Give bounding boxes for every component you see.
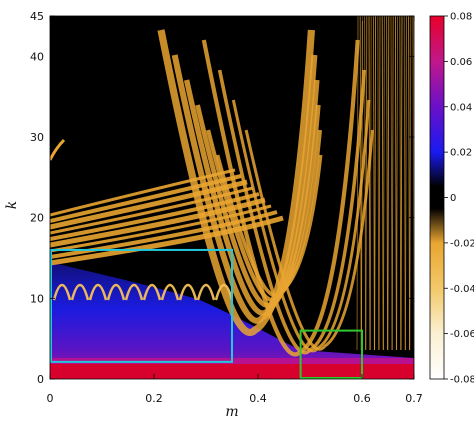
plot-frame	[49, 15, 415, 380]
orange-cusp	[106, 283, 126, 301]
colorbar-ticks: 0.08 0.06 0.04 0.02 0 -0.02 -0.04 -0.06 -0.08	[444, 12, 474, 386]
x-tick-label: 0	[47, 392, 54, 405]
orange-stripe	[396, 16, 399, 351]
orange-cusp	[160, 283, 180, 301]
orange-cusp	[214, 283, 234, 301]
y-axis: 0 10 20 30 40 45	[30, 10, 414, 386]
x-axis-label: m	[225, 404, 238, 420]
orange-stripe	[381, 16, 384, 351]
orange-streak	[50, 174, 242, 223]
orange-stripe	[390, 16, 393, 351]
colorbar-tick-label: 0.08	[450, 12, 472, 23]
orange-stripe	[408, 16, 411, 351]
orange-cusp	[88, 283, 108, 301]
orange-stripe	[378, 16, 381, 351]
orange-arc	[171, 54, 318, 324]
orange-stripe	[359, 16, 362, 351]
colorbar-tick-label: 0.04	[450, 102, 472, 113]
y-tick-label: 40	[30, 50, 44, 63]
colorbar-tick-label: -0.06	[450, 329, 474, 340]
region-box-green	[299, 329, 364, 380]
heatmap-vertical-stripes	[356, 16, 414, 351]
orange-stripe	[404, 16, 407, 351]
orange-stripe	[372, 16, 375, 351]
x-tick-label: 0.2	[145, 392, 163, 405]
orange-stripe	[356, 16, 359, 351]
colorbar-tick-label: 0.06	[450, 57, 472, 68]
x-tick-label: 0.6	[353, 392, 371, 405]
orange-streak	[50, 192, 260, 241]
x-axis: 0 0.2 0.4 0.6 0.7	[47, 16, 423, 405]
orange-streak	[50, 197, 266, 248]
orange-stripe	[364, 16, 367, 351]
orange-cusp	[196, 283, 216, 301]
orange-cusp	[124, 283, 144, 301]
orange-streak	[50, 186, 254, 235]
x-tick-label: 0.7	[405, 392, 423, 405]
orange-stripe	[369, 16, 372, 351]
orange-streak	[50, 168, 236, 217]
colorbar-tick-label: -0.02	[450, 238, 474, 249]
orange-stripe	[365, 16, 368, 351]
heatmap-red-band	[50, 364, 414, 379]
orange-stripe	[360, 16, 363, 351]
orange-stripe	[400, 16, 403, 351]
colorbar-tick-label: 0	[450, 193, 456, 204]
orange-stripe	[374, 16, 377, 351]
x-tick-label: 0.4	[249, 392, 267, 405]
orange-stripe	[409, 16, 412, 351]
orange-arc-left	[50, 138, 66, 161]
orange-cusp	[52, 283, 72, 301]
y-axis-label: k	[4, 201, 20, 209]
y-tick-label: 20	[30, 212, 44, 225]
region-box-cyan	[50, 248, 233, 363]
orange-stripe	[387, 16, 390, 351]
orange-streak	[50, 179, 248, 230]
orange-stripe	[403, 16, 406, 351]
orange-stripe	[382, 16, 385, 351]
orange-cusp	[142, 283, 162, 301]
y-tick-label: 30	[30, 131, 44, 144]
colorbar-tick-label: -0.08	[450, 375, 474, 386]
orange-stripe	[394, 16, 397, 351]
y-tick-label: 0	[37, 373, 44, 386]
orange-stripe	[386, 16, 389, 351]
colorbar-tick-label: -0.04	[450, 284, 474, 295]
orange-stripe	[368, 16, 371, 351]
orange-stripe	[391, 16, 394, 351]
orange-stripe	[399, 16, 402, 351]
y-tick-label: 10	[30, 292, 44, 305]
colorbar-tick-label: 0.02	[450, 148, 472, 159]
orange-cusp	[178, 283, 198, 301]
y-tick-label: 45	[30, 10, 44, 23]
orange-streak	[50, 204, 272, 253]
orange-cusp	[70, 283, 90, 301]
colorbar	[429, 15, 445, 380]
orange-streak	[50, 215, 284, 266]
orange-stripe	[377, 16, 380, 351]
orange-arc	[157, 29, 315, 336]
